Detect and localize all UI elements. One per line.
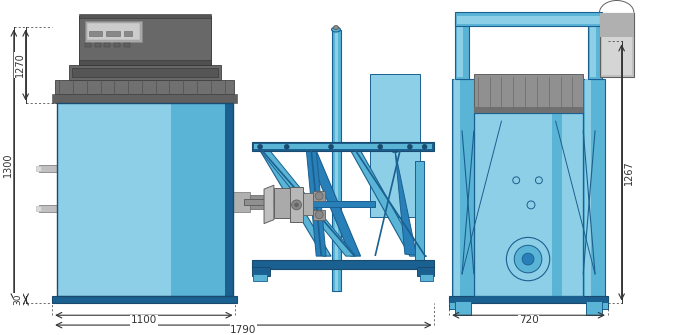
Bar [107,30,120,37]
Bar [52,295,237,304]
Circle shape [378,144,383,149]
Bar [95,43,101,47]
Bar [588,20,602,79]
Bar [455,302,471,315]
Bar [335,29,338,290]
Circle shape [522,253,534,265]
Bar [457,20,463,77]
Polygon shape [260,151,331,256]
Bar [455,12,602,25]
Bar [79,16,211,65]
Bar [79,14,211,18]
Circle shape [422,144,427,149]
Bar [224,104,233,295]
Bar [57,104,233,295]
Bar [415,160,424,269]
Bar [244,199,299,205]
Bar [449,295,608,304]
Bar [105,43,110,47]
Text: 1270: 1270 [15,53,24,77]
Circle shape [294,203,299,207]
Circle shape [284,144,289,149]
Bar [252,142,435,151]
Bar [88,30,103,37]
Circle shape [507,238,549,281]
Bar [52,93,237,104]
Bar [87,23,140,41]
Bar [474,113,583,295]
Bar [252,267,270,276]
Bar [254,144,432,149]
Bar [583,79,605,295]
Text: 1790: 1790 [230,325,256,335]
Circle shape [316,192,323,200]
Bar [35,166,41,172]
Bar [85,21,142,42]
Ellipse shape [333,25,339,29]
Circle shape [292,200,301,210]
Text: 1300: 1300 [3,153,13,177]
Circle shape [258,144,262,149]
Bar [35,206,41,211]
Bar [455,20,469,79]
Polygon shape [307,151,360,256]
Bar [39,205,57,212]
Bar [449,303,471,309]
Bar [551,113,562,295]
Polygon shape [260,151,356,256]
Bar [457,16,600,24]
Bar [602,15,632,75]
Bar [590,20,596,77]
Bar [586,303,608,309]
Bar [290,187,303,222]
Bar [332,29,341,290]
Bar [600,13,634,77]
Bar [55,80,235,93]
Polygon shape [264,185,274,223]
Bar [79,60,211,65]
Bar [420,274,433,281]
Bar [585,79,591,295]
Bar [277,201,375,207]
Bar [124,43,130,47]
Circle shape [407,144,412,149]
Circle shape [514,245,542,273]
Polygon shape [351,151,420,256]
Bar [85,43,90,47]
Bar [303,193,313,215]
Bar [69,65,221,80]
Bar [57,104,171,295]
Circle shape [316,211,323,219]
Circle shape [328,144,333,149]
Polygon shape [307,151,326,256]
Bar [253,274,267,281]
Bar [313,210,325,220]
Bar [313,191,325,201]
Bar [124,30,132,37]
Bar [252,260,435,269]
Bar [274,188,290,218]
Bar [39,165,57,173]
Text: 30: 30 [14,294,22,305]
Bar [417,267,435,276]
Bar [171,104,233,295]
Bar [474,74,583,113]
Text: 1100: 1100 [131,315,157,325]
Bar [474,113,583,295]
Bar [586,302,602,315]
Text: 720: 720 [519,315,539,325]
Polygon shape [395,151,426,256]
Bar [474,108,583,113]
Bar [114,43,120,47]
Bar [233,192,250,212]
Bar [600,13,634,77]
Bar [452,79,474,295]
Text: 1267: 1267 [624,160,634,185]
Ellipse shape [332,27,341,32]
Bar [72,68,218,77]
Bar [371,74,420,217]
Bar [600,13,634,38]
Bar [454,79,460,295]
Bar [250,195,270,209]
